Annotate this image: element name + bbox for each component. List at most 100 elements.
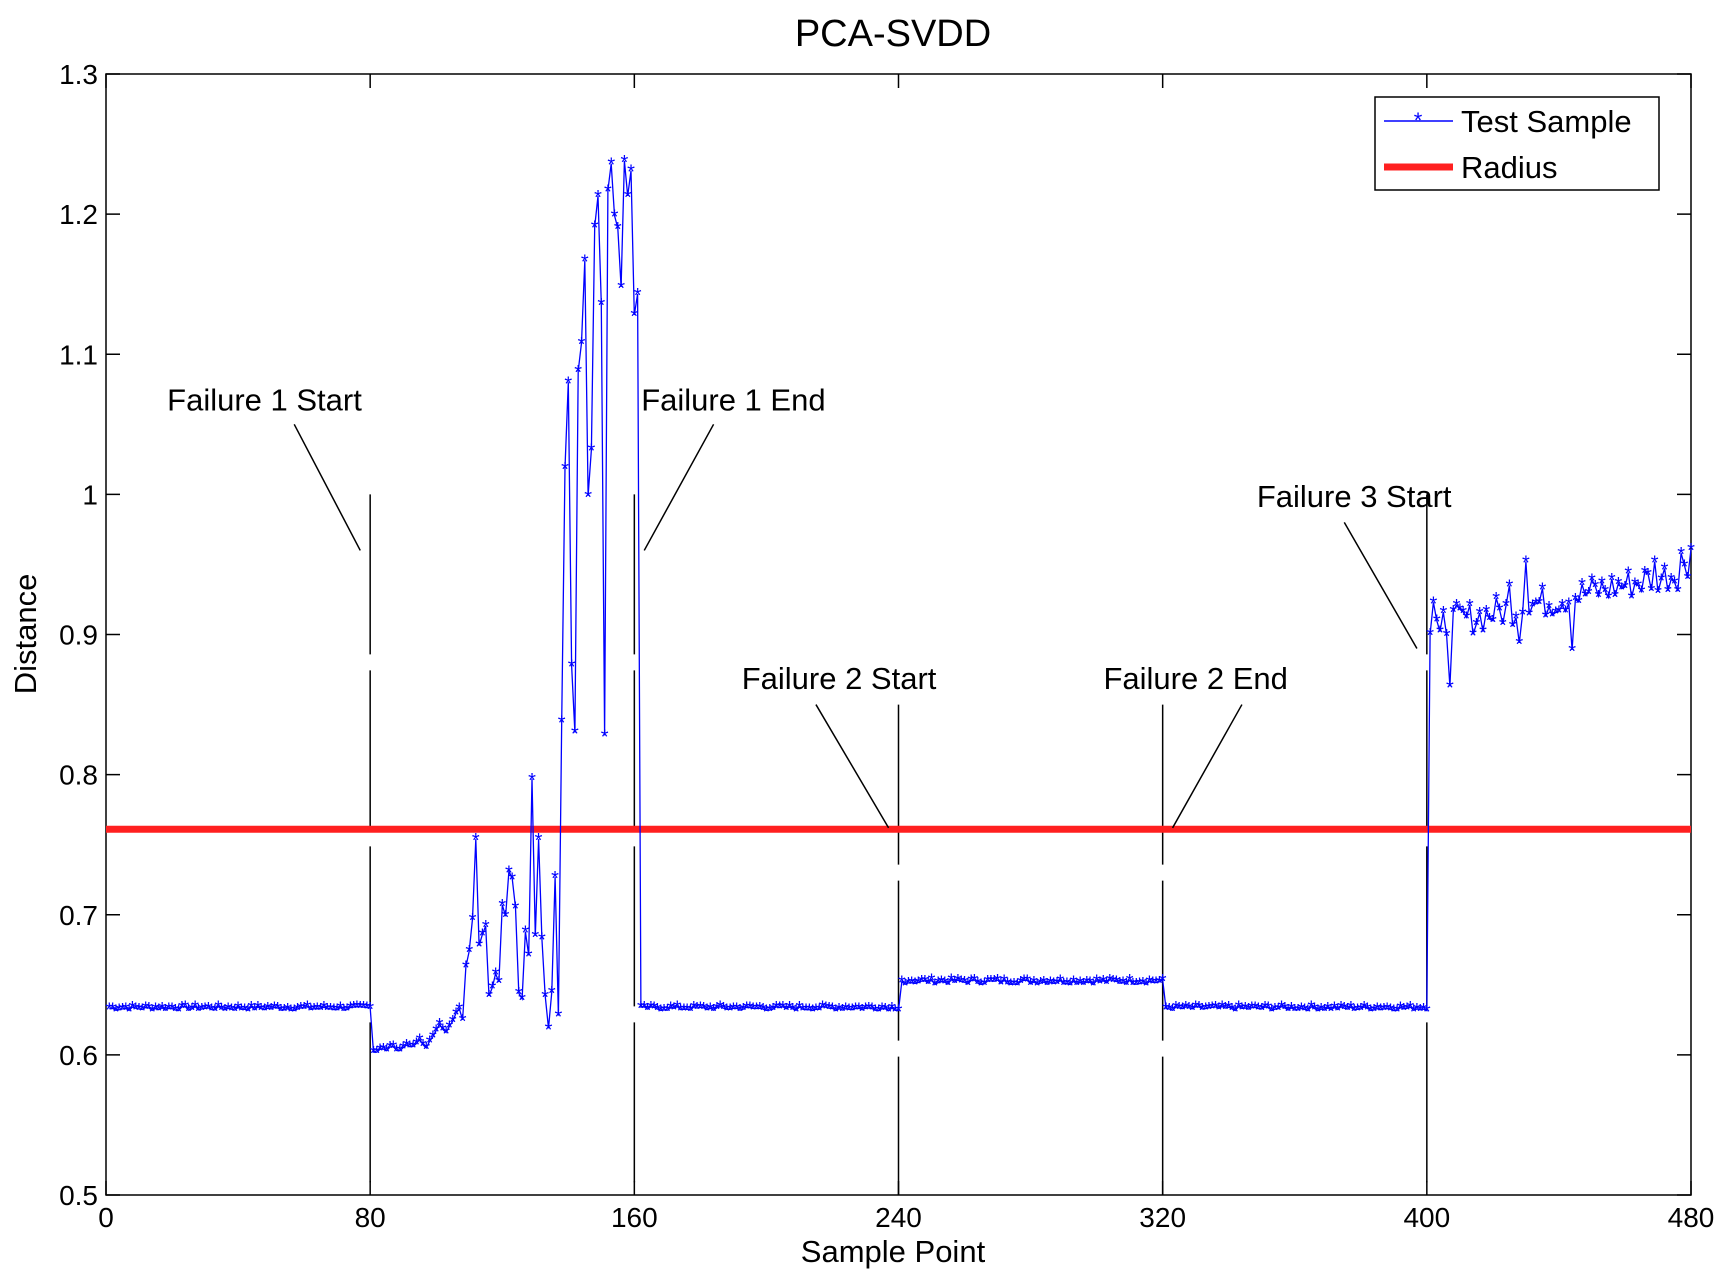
data-point-marker: *: [1288, 999, 1296, 1021]
data-point-marker: *: [145, 999, 153, 1021]
data-point-marker: *: [601, 726, 609, 748]
data-point-marker: *: [214, 998, 222, 1020]
data-point-marker: *: [710, 1001, 718, 1023]
data-point-marker: *: [829, 999, 837, 1021]
data-point-marker: *: [670, 999, 678, 1021]
data-point-marker: *: [346, 999, 354, 1021]
data-point-marker: *: [1046, 974, 1054, 996]
data-point-marker: *: [1684, 569, 1692, 591]
data-point-marker: *: [1172, 998, 1180, 1020]
data-point-marker: *: [502, 907, 510, 929]
data-point-marker: *: [838, 1001, 846, 1023]
data-point-marker: *: [729, 999, 737, 1021]
data-point-marker: *: [1661, 559, 1669, 581]
data-point-marker: *: [1377, 1001, 1385, 1023]
annotation-leader-line: [293, 423, 361, 551]
data-point-marker: *: [304, 998, 312, 1020]
data-point-marker: *: [891, 1001, 899, 1023]
data-point-marker: *: [871, 1001, 879, 1023]
data-point-marker: *: [1654, 583, 1662, 605]
test-sample-markers: ****************************************…: [105, 152, 1695, 1065]
legend: * Test Sample Radius: [1374, 96, 1660, 191]
data-point-marker: *: [370, 1043, 378, 1065]
data-point-marker: *: [852, 1000, 860, 1022]
data-point-marker: *: [178, 998, 186, 1020]
data-point-marker: *: [264, 999, 272, 1021]
annotation-leader-line: [815, 704, 890, 829]
data-point-marker: *: [535, 830, 543, 852]
data-point-marker: *: [1413, 1000, 1421, 1022]
data-point-marker: *: [690, 998, 698, 1020]
data-point-marker: *: [201, 999, 209, 1021]
data-point-marker: *: [459, 1011, 467, 1033]
data-point-marker: *: [416, 1030, 424, 1052]
data-point-marker: *: [234, 998, 242, 1020]
data-point-marker: *: [845, 1000, 853, 1022]
data-point-marker: *: [208, 1001, 216, 1023]
data-point-marker: *: [396, 1042, 404, 1064]
data-point-marker: *: [366, 999, 374, 1021]
data-point-marker: *: [713, 999, 721, 1021]
y-tick-label: 0.8: [59, 760, 98, 791]
data-point-marker: *: [155, 1001, 163, 1023]
data-point-marker: *: [112, 1001, 120, 1023]
data-point-marker: *: [706, 999, 714, 1021]
data-point-marker: *: [488, 979, 496, 1001]
data-point-marker: *: [1539, 579, 1547, 601]
data-point-marker: *: [360, 998, 368, 1020]
data-point-marker: *: [1264, 999, 1272, 1021]
data-point-marker: *: [938, 973, 946, 995]
data-point-marker: *: [1116, 974, 1124, 996]
data-point-marker: *: [257, 1000, 265, 1022]
data-point-marker: *: [680, 1000, 688, 1022]
data-point-marker: *: [1410, 1001, 1418, 1023]
data-point-marker: *: [1043, 975, 1051, 997]
x-tick-label: 80: [355, 1202, 386, 1233]
data-point-marker: *: [561, 459, 569, 481]
data-point-marker: *: [1565, 594, 1573, 616]
data-point-marker: *: [862, 999, 870, 1021]
data-point-marker: *: [525, 946, 533, 968]
data-point-marker: *: [756, 999, 764, 1021]
data-point-marker: *: [1463, 608, 1471, 630]
data-point-marker: *: [1096, 973, 1104, 995]
data-point-marker: *: [825, 999, 833, 1021]
data-point-marker: *: [188, 1000, 196, 1022]
data-point-marker: *: [1598, 574, 1606, 596]
data-point-marker: *: [287, 1001, 295, 1023]
data-point-marker: *: [482, 917, 490, 939]
data-point-marker: *: [1476, 604, 1484, 626]
data-point-marker: *: [261, 1001, 269, 1023]
data-point-marker: *: [1430, 593, 1438, 615]
data-point-marker: *: [703, 1001, 711, 1023]
data-point-marker: *: [343, 1001, 351, 1023]
y-axis-label: Distance: [8, 574, 43, 695]
data-point-marker: *: [650, 998, 658, 1020]
data-point-marker: *: [1426, 625, 1434, 647]
data-point-marker: *: [746, 999, 754, 1021]
data-point-marker: *: [564, 373, 572, 395]
data-point-marker: *: [350, 998, 358, 1020]
data-point-marker: *: [1238, 999, 1246, 1021]
data-point-marker: *: [700, 999, 708, 1021]
data-point-marker: *: [465, 942, 473, 964]
data-point-marker: *: [1182, 998, 1190, 1020]
data-point-marker: *: [290, 1002, 298, 1024]
data-point-marker: *: [452, 1004, 460, 1026]
data-point-marker: *: [809, 1002, 817, 1024]
data-point-marker: *: [858, 1001, 866, 1023]
data-point-marker: *: [1548, 606, 1556, 628]
y-tick-label: 1: [82, 479, 98, 510]
data-point-marker: *: [581, 251, 589, 273]
data-point-marker: *: [1605, 589, 1613, 611]
data-point-marker: *: [588, 441, 596, 463]
data-point-marker: *: [218, 1000, 226, 1022]
data-point-marker: *: [1294, 1001, 1302, 1023]
data-point-marker: *: [627, 162, 635, 184]
data-point-marker: *: [663, 1001, 671, 1023]
data-point-marker: *: [129, 998, 137, 1020]
data-point-marker: *: [1076, 973, 1084, 995]
data-point-marker: *: [934, 974, 942, 996]
data-point-marker: *: [1595, 587, 1603, 609]
